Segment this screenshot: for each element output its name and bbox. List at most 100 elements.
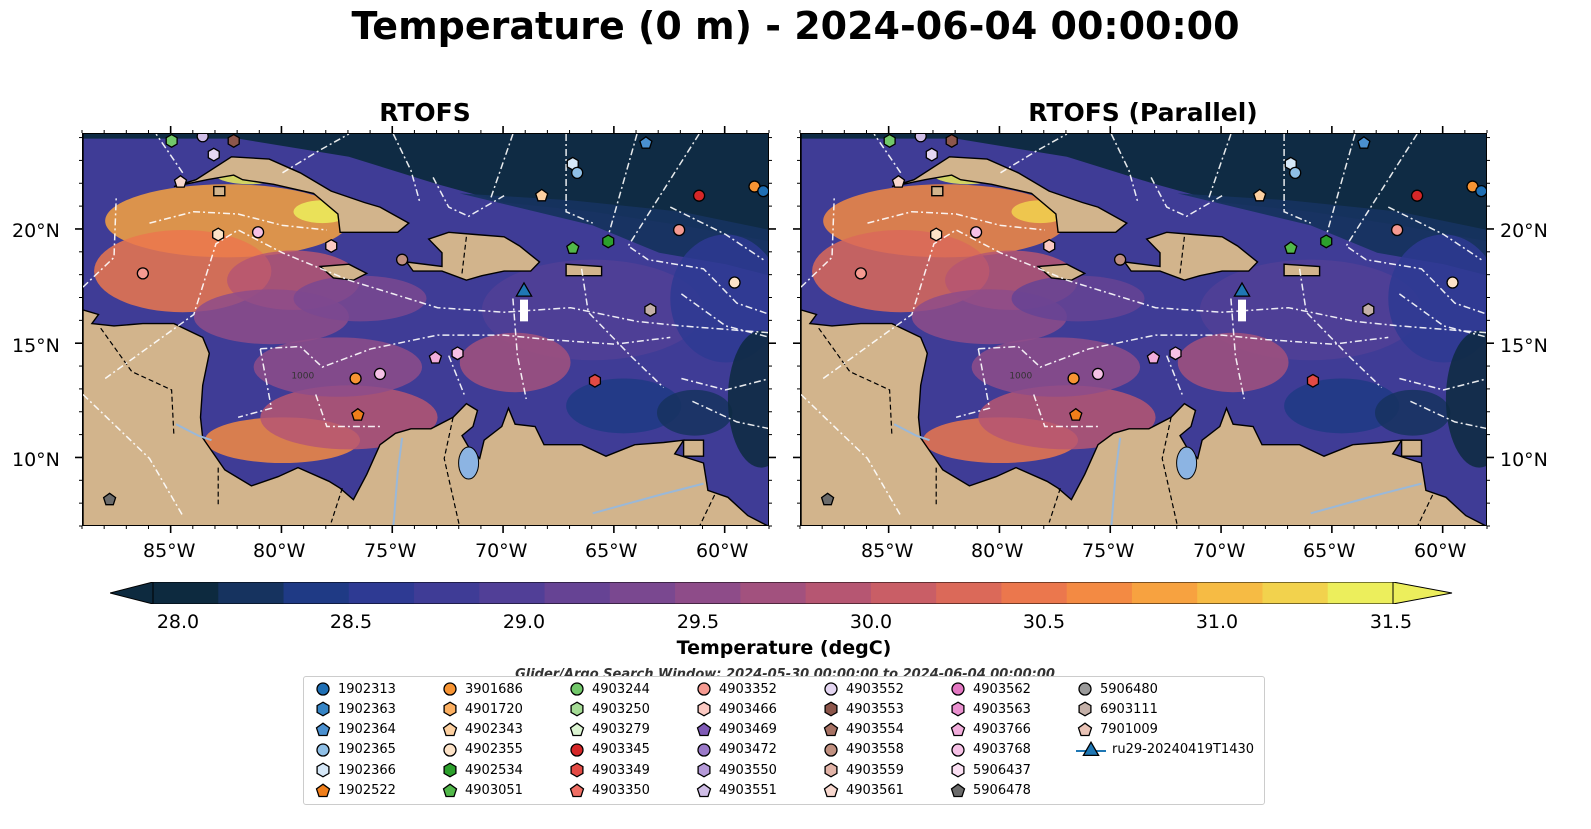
- panel-title-rtofs: RTOFS: [379, 98, 471, 127]
- land-mass: [1283, 263, 1321, 277]
- sst-field-patch: [260, 385, 438, 450]
- float-marker: [212, 227, 225, 242]
- sst-field-patch: [1284, 378, 1400, 434]
- eez-boundary: [580, 268, 665, 389]
- glider-marker: [515, 281, 533, 297]
- legend-marker-icon: [823, 782, 839, 797]
- legend-marker-icon: [951, 743, 965, 757]
- legend-marker-icon: [569, 721, 585, 736]
- colorbar-segment: [805, 582, 872, 604]
- colorbar-segment: [283, 582, 350, 604]
- sst-field-patch: [253, 337, 423, 397]
- float-marker: [969, 226, 983, 239]
- sst-field-patch: [459, 332, 571, 393]
- figure-title: Temperature (0 m) - 2024-06-04 00:00:00: [351, 4, 1240, 48]
- country-border: [1161, 417, 1178, 525]
- legend-marker: [1082, 740, 1100, 756]
- land-mass: [318, 263, 369, 281]
- float-marker: [1306, 373, 1320, 388]
- lat-tick-20n-left: 20°N: [12, 220, 60, 242]
- legend-entry: 4903551: [695, 781, 777, 801]
- float-marker: [1113, 253, 1127, 266]
- legend-entry: 4903562: [949, 679, 1031, 699]
- legend-marker-icon: [696, 782, 712, 797]
- colorbar-segment: [218, 582, 285, 604]
- legend-marker: [697, 682, 711, 696]
- legend-marker-icon: [443, 682, 457, 696]
- legend-marker: [570, 682, 584, 696]
- legend-marker: [823, 782, 839, 797]
- colorbar-segment: [544, 582, 611, 604]
- sst-field-patch: [481, 259, 704, 361]
- legend-label: 4903051: [465, 783, 523, 798]
- colorbar-tick-31-5: 31.5: [1369, 611, 1413, 633]
- lon-tick-70w-right: 70°W: [1193, 540, 1246, 562]
- eez-boundary: [801, 393, 902, 516]
- float-marker: [930, 227, 943, 242]
- legend-label: 4903552: [846, 681, 904, 697]
- float-marker: [351, 407, 365, 421]
- legend-marker: [697, 762, 711, 778]
- legend-entry: 4903563: [949, 699, 1031, 719]
- legend-label: 3901686: [465, 681, 523, 697]
- colorbar-segment: [153, 582, 219, 604]
- glider-track: [520, 299, 529, 322]
- legend-marker-icon: [824, 762, 838, 778]
- eez-boundary: [104, 229, 768, 380]
- eez-boundary: [512, 298, 527, 400]
- eez-boundary: [605, 134, 638, 244]
- legend-marker: [823, 721, 839, 736]
- eez-boundary: [490, 134, 514, 199]
- eez-boundary: [260, 334, 671, 368]
- legend-label: 4903562: [973, 681, 1031, 697]
- legend-marker: [443, 743, 457, 757]
- eez-boundary: [1166, 355, 1183, 395]
- float-marker: [1475, 184, 1486, 198]
- colorbar-segment: [348, 582, 415, 604]
- float-marker: [227, 134, 240, 148]
- float-marker: [854, 267, 867, 280]
- glider-track: [1238, 299, 1247, 322]
- float-marker: [925, 147, 938, 162]
- legend-marker: [316, 701, 330, 717]
- float-marker: [102, 492, 117, 506]
- lon-tick-85w-right: 85°W: [861, 540, 914, 562]
- land-mass: [891, 156, 1129, 234]
- country-border: [1417, 494, 1434, 525]
- legend-marker-icon: [697, 682, 711, 696]
- float-marker: [820, 492, 835, 506]
- legend-marker: [443, 701, 457, 717]
- river: [392, 437, 404, 525]
- lat-tick-15n-left: 15°N: [12, 335, 60, 357]
- legend-marker-icon: [697, 743, 711, 757]
- legend-marker-icon: [315, 782, 331, 797]
- eez-boundary: [1230, 298, 1245, 400]
- legend-entry: 4903561: [822, 781, 904, 801]
- legend-marker-icon: [570, 682, 584, 696]
- legend-entry: 4903553: [822, 699, 904, 719]
- float-marker: [1069, 407, 1083, 421]
- lake-maracaibo: [1176, 446, 1198, 480]
- float-marker: [883, 134, 896, 148]
- float-marker: [644, 302, 657, 317]
- colorbar-label: Temperature (degC): [676, 637, 892, 659]
- legend-marker: [570, 701, 584, 717]
- legend-entry: 5906480: [1076, 679, 1158, 699]
- eez-boundary: [1110, 134, 1139, 203]
- colorbar-tick-31-0: 31.0: [1195, 611, 1239, 633]
- legend-marker: [951, 743, 965, 757]
- legend-marker-icon: [951, 682, 965, 696]
- legend-marker-icon: [824, 743, 838, 757]
- eez-boundary: [448, 355, 465, 395]
- legend-marker-icon: [1077, 721, 1093, 736]
- legend-marker: [824, 743, 838, 757]
- legend-entry: 5906478: [949, 781, 1031, 801]
- legend-entry: 4903345: [568, 740, 650, 760]
- legend-entry: ru29-20240419T1430: [1076, 740, 1254, 760]
- sst-field-patch: [1011, 275, 1145, 322]
- float-marker: [1091, 367, 1105, 381]
- eez-boundary: [1032, 394, 1101, 428]
- colorbar-tick-28-5: 28.5: [329, 611, 373, 633]
- eez-boundary: [1410, 400, 1486, 430]
- float-marker: [173, 174, 188, 188]
